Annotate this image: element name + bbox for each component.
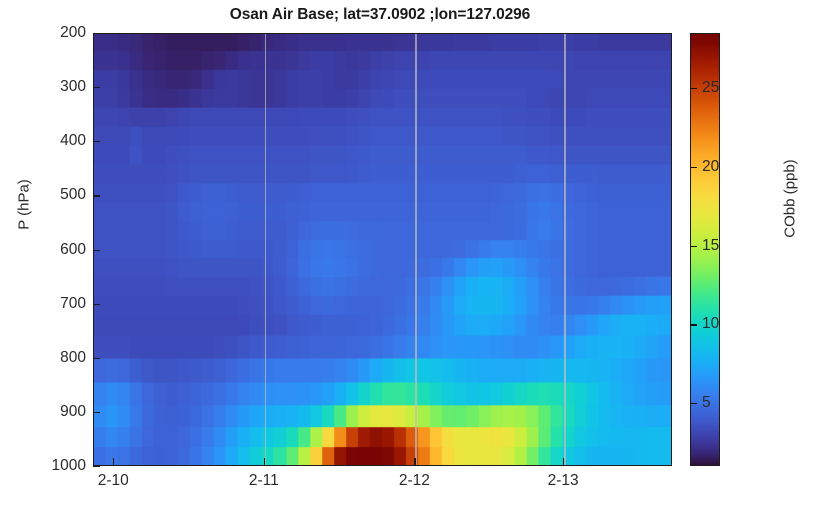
- y-axis-tick-700: 700: [60, 294, 86, 312]
- x-axis-tickmark: [414, 458, 416, 466]
- y-axis-tickmark: [93, 33, 100, 35]
- page-title: Osan Air Base; lat=37.0902 ;lon=127.0296: [229, 6, 531, 23]
- x-axis-tickmark: [563, 458, 565, 466]
- x-axis-tick-2-10: 2-10: [97, 472, 129, 489]
- colorbar-tick-20: 20: [702, 157, 720, 175]
- x-axis-tick-2-11: 2-11: [248, 472, 279, 489]
- x-axis-tickmark: [113, 458, 115, 466]
- x-axis-tick-2-12: 2-12: [398, 472, 430, 489]
- y-axis-tick-1000: 1000: [51, 457, 86, 474]
- y-axis-tickmark: [93, 141, 100, 143]
- colorbar-gradient: [691, 34, 719, 465]
- colorbar-tickmark: [690, 245, 697, 247]
- y-axis-tick-200: 200: [60, 24, 86, 41]
- y-axis-tickmark: [93, 411, 100, 414]
- y-axis-tick-labels: 200 300 400 500 600 700 800 900 1000: [28, 24, 86, 474]
- y-axis-tickmark: [93, 357, 100, 359]
- colorbar-tickmark: [690, 166, 697, 169]
- colorbar-tickmark: [690, 324, 697, 326]
- y-axis-tickmark: [93, 249, 100, 251]
- y-axis-tickmark: [93, 195, 100, 197]
- y-axis-tick-600: 600: [60, 240, 86, 258]
- y-axis-tickmark: [93, 466, 100, 468]
- heatmap-canvas[interactable]: [94, 34, 671, 465]
- x-axis-tick-2-13: 2-13: [547, 472, 579, 489]
- x-axis-tickmark: [263, 458, 265, 466]
- x-axis-tick-labels: 2-10 2-11 2-12 2-13: [93, 472, 672, 498]
- y-axis-tickmark: [93, 87, 100, 89]
- colorbar-tickmark: [690, 403, 697, 405]
- y-axis-tick-500: 500: [60, 186, 86, 204]
- heatmap-axes[interactable]: [93, 33, 672, 466]
- y-axis-tickmark: [93, 303, 100, 305]
- colorbar-tick-labels: 5 10 15 20 25: [690, 33, 760, 466]
- colorbar-tick-25: 25: [702, 79, 720, 97]
- y-axis-tick-900: 900: [60, 402, 86, 420]
- colorbar-tick-5: 5: [702, 394, 711, 412]
- y-axis-tick-300: 300: [60, 78, 86, 96]
- colorbar-label: CObb (ppb): [781, 159, 799, 238]
- y-axis-tick-400: 400: [60, 132, 86, 150]
- colorbar-tickmark: [690, 88, 697, 90]
- colorbar[interactable]: [690, 33, 720, 466]
- colorbar-tick-10: 10: [702, 315, 720, 333]
- y-axis-tick-800: 800: [60, 348, 86, 366]
- colorbar-tick-15: 15: [702, 236, 720, 254]
